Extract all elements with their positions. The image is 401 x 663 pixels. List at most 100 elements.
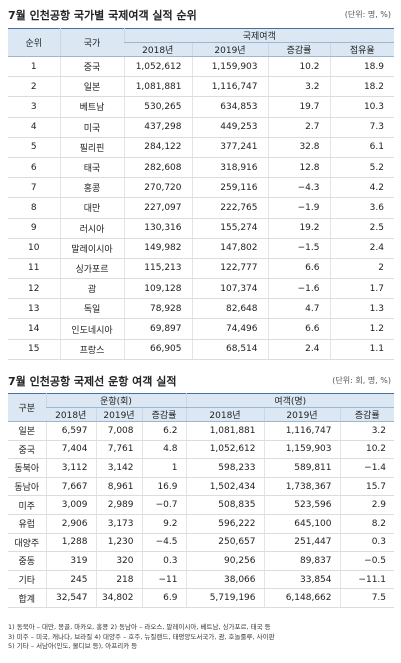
table-row: 1 중국 1,052,612 1,159,903 10.2 18.9 [8, 56, 394, 78]
table-row: 7 홍콩 270,720 259,116 −4.3 4.2 [8, 177, 394, 199]
cell-p2019: 523,596 [263, 495, 340, 515]
footnote-line: 1) 동북아 – 대만, 몽골, 마카오, 홍콩 2) 동남아 – 라오스, 말… [8, 623, 271, 631]
cell-fg: 6.2 [141, 421, 186, 441]
cell-y2019: 318,916 [191, 157, 268, 179]
cell-y2019: 82,648 [191, 298, 268, 320]
cell-country: 미국 [59, 117, 124, 138]
cell-y2018: 270,720 [123, 177, 192, 199]
cell-f2018: 245 [45, 570, 96, 590]
cell-pg: 15.7 [339, 477, 395, 497]
cell-share: 1.1 [329, 339, 394, 360]
cell-region: 대양주 [8, 533, 46, 553]
header-share: 점유율 [329, 42, 394, 57]
cell-fg: 16.9 [141, 477, 186, 497]
header-rank: 순위 [8, 28, 60, 57]
table-row: 3 베트남 530,265 634,853 19.7 10.3 [8, 96, 394, 118]
cell-growth: −4.3 [267, 177, 330, 199]
cell-f2018: 6,597 [45, 421, 96, 441]
table-row: 15 프랑스 66,905 68,514 2.4 1.1 [8, 339, 394, 360]
cell-growth: 6.6 [267, 318, 330, 340]
cell-region: 미주 [8, 495, 46, 515]
table-row: 중동 319 320 0.3 90,256 89,837 −0.5 [8, 551, 395, 571]
cell-country: 홍콩 [59, 177, 124, 199]
cell-y2018: 130,316 [123, 218, 192, 239]
cell-y2019: 634,853 [191, 96, 268, 118]
cell-rank: 2 [8, 76, 60, 98]
header-group-flights: 운항(회) [45, 393, 186, 408]
cell-region: 일본 [8, 421, 46, 441]
footnote-line: 3) 미주 – 미국, 캐나다, 브라질 4) 대양주 – 호주, 뉴질랜드, … [8, 632, 275, 641]
table2-unit: (단위: 회, 명, %) [332, 376, 391, 385]
cell-p2019: 251,447 [263, 533, 340, 553]
cell-f2019: 7,761 [95, 440, 142, 460]
cell-p2018: 90,256 [185, 551, 264, 571]
cell-y2019: 74,496 [191, 318, 268, 340]
header-passengers-2019: 2019년 [263, 407, 340, 422]
cell-growth: 19.2 [267, 218, 330, 239]
cell-rank: 7 [8, 177, 60, 199]
cell-f2018: 2,906 [45, 514, 96, 534]
table-row: 12 괌 109,128 107,374 −1.6 1.7 [8, 278, 394, 300]
cell-rank: 15 [8, 339, 60, 360]
cell-growth: 6.6 [267, 258, 330, 280]
country-passenger-ranking-table: 순위 국가 국제여객 2018년 2019년 증감률 점유율 1 중국 1,052,… [8, 28, 394, 360]
cell-share: 7.3 [329, 117, 394, 138]
cell-y2018: 115,213 [123, 258, 192, 280]
cell-y2018: 437,298 [123, 117, 192, 138]
cell-p2018: 5,719,196 [185, 588, 264, 608]
cell-y2018: 530,265 [123, 96, 192, 118]
cell-share: 2 [329, 258, 394, 280]
cell-p2019: 1,159,903 [263, 440, 340, 460]
cell-share: 6.1 [329, 137, 394, 158]
header-growth: 증감률 [267, 42, 330, 57]
cell-f2019: 3,142 [95, 458, 142, 478]
cell-share: 18.2 [329, 76, 394, 98]
cell-region: 중국 [8, 440, 46, 460]
header-country: 국가 [59, 28, 124, 57]
cell-f2018: 319 [45, 551, 96, 571]
cell-y2018: 1,081,881 [123, 76, 192, 98]
cell-f2019: 2,989 [95, 495, 142, 515]
cell-p2018: 250,657 [185, 533, 264, 553]
table-row: 유럽 2,906 3,173 9.2 596,222 645,100 8.2 [8, 514, 395, 534]
cell-p2019: 645,100 [263, 514, 340, 534]
cell-pg: −1.4 [339, 458, 395, 478]
cell-y2019: 259,116 [191, 177, 268, 199]
table2-title: 7월 인천공항 국제선 운항 여객 실적 [8, 375, 177, 388]
cell-y2018: 1,052,612 [123, 56, 192, 78]
header-flights-2018: 2018년 [46, 407, 96, 422]
cell-region: 동북아 [8, 458, 46, 478]
cell-country: 중국 [59, 56, 124, 78]
header-flights-growth: 증감률 [141, 407, 186, 422]
cell-share: 5.2 [329, 157, 394, 179]
cell-p2018: 1,502,434 [185, 477, 264, 497]
cell-p2019: 33,854 [263, 570, 340, 590]
cell-share: 18.9 [329, 56, 394, 78]
cell-y2019: 449,253 [191, 117, 268, 138]
cell-y2018: 78,928 [123, 298, 192, 320]
cell-fg: −4.5 [141, 533, 186, 553]
header-flights-2019: 2019년 [95, 407, 142, 422]
table1-body: 1 중국 1,052,612 1,159,903 10.2 18.9 2 일본 1,081,88… [8, 56, 394, 360]
cell-y2018: 69,897 [123, 318, 192, 340]
table-row: 대양주 1,288 1,230 −4.5 250,657 251,447 0.3 [8, 533, 395, 553]
cell-y2019: 68,514 [191, 339, 268, 360]
cell-pg: −0.5 [339, 551, 395, 571]
cell-growth: −1.5 [267, 238, 330, 259]
cell-country: 프랑스 [59, 339, 124, 360]
cell-region: 중동 [8, 551, 46, 571]
cell-rank: 4 [8, 117, 60, 138]
cell-country: 베트남 [59, 96, 124, 118]
cell-share: 2.4 [329, 238, 394, 259]
cell-f2018: 32,547 [45, 588, 96, 608]
footnotes: 1) 동북아 – 대만, 몽골, 마카오, 홍콩 2) 동남아 – 라오스, 말… [8, 623, 394, 652]
cell-y2018: 109,128 [123, 278, 192, 300]
cell-pg: 10.2 [339, 440, 395, 460]
cell-rank: 14 [8, 318, 60, 340]
cell-region: 동남아 [8, 477, 46, 497]
table-row: 4 미국 437,298 449,253 2.7 7.3 [8, 117, 394, 138]
cell-country: 대만 [59, 197, 124, 219]
cell-f2018: 3,112 [45, 458, 96, 478]
cell-country: 러시아 [59, 218, 124, 239]
cell-p2019: 589,811 [263, 458, 340, 478]
